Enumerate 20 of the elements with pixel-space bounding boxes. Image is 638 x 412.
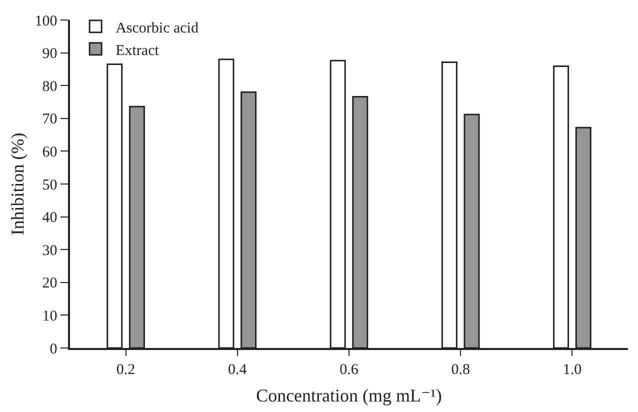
y-tick-label: 0: [50, 341, 58, 358]
y-tick-label: 70: [42, 112, 58, 128]
x-tick-label: 1.0: [562, 362, 582, 378]
y-tick-label: 20: [42, 276, 58, 292]
x-tick-label: 0.2: [116, 362, 136, 378]
y-tick-label: 100: [34, 13, 58, 30]
y-axis-title: Inhibition (%): [8, 132, 28, 236]
y-tick-label: 90: [42, 46, 58, 62]
legend-label: Extract: [116, 42, 160, 59]
y-tick-label: 50: [42, 177, 58, 194]
legend-label: Ascorbic acid: [116, 20, 199, 36]
x-tick-label: 0.4: [228, 362, 248, 378]
y-tick-label: 30: [42, 242, 58, 259]
y-tick-label: 80: [42, 78, 58, 95]
y-tick-label: 60: [42, 144, 58, 160]
x-tick-label: 0.8: [451, 362, 470, 378]
x-axis-title: Concentration (mg mL⁻¹): [256, 385, 442, 406]
y-tick-label: 40: [42, 210, 58, 226]
y-tick-label: 10: [42, 308, 58, 324]
x-tick-label: 0.6: [340, 362, 359, 378]
